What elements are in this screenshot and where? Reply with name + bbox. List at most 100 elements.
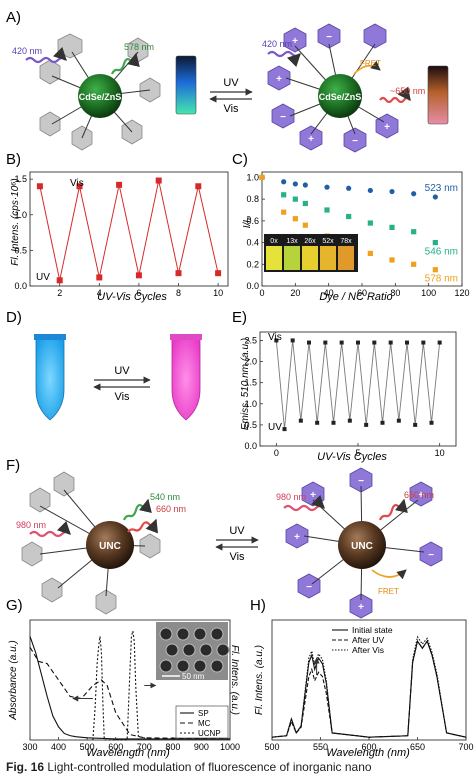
chart-g-tem-particle xyxy=(159,627,173,641)
chart-g-frame xyxy=(29,619,231,741)
chart-g-tem-particle xyxy=(210,659,224,673)
svg-text:+: + xyxy=(276,74,282,85)
svg-text:+: + xyxy=(294,532,300,543)
chart-c-point xyxy=(324,207,330,213)
uv-label-d: UV xyxy=(114,365,130,377)
excitation-label-f: 980 nm xyxy=(16,520,46,530)
emission-red-label-f: 660 nm xyxy=(156,504,186,514)
panel-f-schematic: UNC 980 nm 540 nm 660 nm UV Vis + − + + … xyxy=(16,467,443,619)
chart-b-ytick-label: 0.5 xyxy=(14,245,27,255)
chart-c-series-label: 523 nm xyxy=(425,183,458,194)
chart-e-point xyxy=(323,340,328,345)
c-xlabel: Dye / NC Ratio xyxy=(319,291,392,303)
chart-c-point xyxy=(259,174,265,181)
vial-orange-pink xyxy=(427,65,449,125)
svg-text:−: − xyxy=(352,136,358,147)
chart-e-point xyxy=(315,420,320,425)
chart-c-xtick-label: 40 xyxy=(324,288,334,298)
chart-g-xtick-label: 400 xyxy=(51,742,66,752)
chart-h-xtick-label: 650 xyxy=(410,742,425,752)
cdse-zns-core-left xyxy=(78,74,122,118)
chart-c-xtick-label: 120 xyxy=(454,288,469,298)
emission-label-f-right: 660 nm xyxy=(404,490,434,500)
svg-text:+: + xyxy=(384,122,390,133)
chart-c-inset-label: 78x xyxy=(340,238,352,245)
h-xlabel: Wavelength (nm) xyxy=(326,747,410,759)
chart-c-ytick-label: 0.6 xyxy=(246,216,259,226)
chart-c-ytick-label: 0.2 xyxy=(246,259,259,269)
unc-label-left: UNC xyxy=(99,541,121,552)
chart-g-tem-particle xyxy=(216,643,230,657)
chart-g-legend-label: SP xyxy=(198,709,209,718)
chart-b-frame xyxy=(29,171,229,287)
chart-g-tem-particle xyxy=(199,643,213,657)
chart-e-ytick-label: 2.0 xyxy=(244,357,257,367)
chart-c-inset-vial xyxy=(320,246,336,270)
chart-b-point xyxy=(155,177,162,184)
chart-c-inset-label: 0x xyxy=(270,238,278,245)
chart-e-point xyxy=(282,427,287,432)
chart-g-tem-particle xyxy=(176,627,190,641)
chart-g-tem-particle xyxy=(182,643,196,657)
chart-b-point xyxy=(56,277,63,284)
fret-arc-a xyxy=(353,60,381,75)
uv-label-a: UV xyxy=(223,77,239,89)
excitation-label-left: 420 nm xyxy=(12,46,42,56)
chart-c-point xyxy=(411,229,417,235)
chart-g-series-mc xyxy=(29,646,231,740)
chart-e-point xyxy=(405,340,409,345)
excitation-wave-right xyxy=(267,50,301,68)
chart-b-ytick-label: 1.5 xyxy=(14,174,27,184)
cdse-zns-core-right xyxy=(318,74,362,118)
panel-label-f: F) xyxy=(6,457,20,474)
excitation-wave-f-right xyxy=(283,494,325,512)
chart-c-point xyxy=(346,213,352,220)
vial-blue-green xyxy=(175,55,197,115)
chart-c-ytick-label: 1.0 xyxy=(246,172,259,182)
chart-h-legend-label: After Vis xyxy=(352,645,384,655)
chart-e-ytick-label: 1.5 xyxy=(244,378,257,388)
chart-e-point xyxy=(290,338,295,343)
chart-e-point xyxy=(339,340,344,345)
svg-text:+: + xyxy=(358,602,364,613)
svg-text:+: + xyxy=(292,36,298,47)
svg-text:+: + xyxy=(418,490,424,501)
fret-label-f: FRET xyxy=(378,587,399,596)
chart-b-point xyxy=(96,274,103,281)
chart-b-point xyxy=(215,270,222,277)
chart-c-point xyxy=(281,192,287,198)
chart-e-point xyxy=(356,340,360,345)
chart-g-xtick-label: 300 xyxy=(22,742,37,752)
panel-label-e: E) xyxy=(232,309,247,326)
chart-e-point xyxy=(347,418,352,423)
figure: A) B) C) D) E) F) G) H) CdSe/ZnS xyxy=(6,9,474,759)
chart-h-xtick-label: 550 xyxy=(313,742,328,752)
chart-c-point xyxy=(432,267,438,273)
chart-c-point xyxy=(432,239,438,246)
c-ylabel: I/I₀ xyxy=(242,216,253,229)
chart-e-ytick-label: 0.5 xyxy=(244,420,257,430)
emission-wave-green-f xyxy=(122,498,152,521)
chart-b-point xyxy=(135,272,142,279)
g-xlabel: Wavelength (nm) xyxy=(86,747,170,759)
svg-text:+: + xyxy=(310,490,316,501)
chart-g-tem-particle xyxy=(193,659,207,673)
chart-g-series-sp xyxy=(29,636,230,740)
chart-g-series-ucnp xyxy=(92,630,140,741)
chart-b-ytick-label: 1.0 xyxy=(14,210,27,220)
chart-c-ytick-label: 0.8 xyxy=(246,194,259,204)
emission-wave-f-right xyxy=(378,498,408,521)
chart-b: 2 4 6 8 10 0.0 0.5 1.0 1.5 xyxy=(14,171,229,298)
caption-prefix: Fig. 16 xyxy=(6,760,45,774)
chart-c-inset-vial xyxy=(284,246,300,270)
chart-e-point xyxy=(380,420,385,425)
chart-c-point xyxy=(281,179,287,185)
chart-c-point xyxy=(411,191,417,197)
chart-c-point xyxy=(302,182,308,188)
chart-h-series-2 xyxy=(271,635,467,738)
b-annot-vis: Vis xyxy=(70,178,84,189)
chart-e-point xyxy=(307,340,311,345)
g-ylabel-right: Fl. Intens. (a.u.) xyxy=(229,645,240,715)
